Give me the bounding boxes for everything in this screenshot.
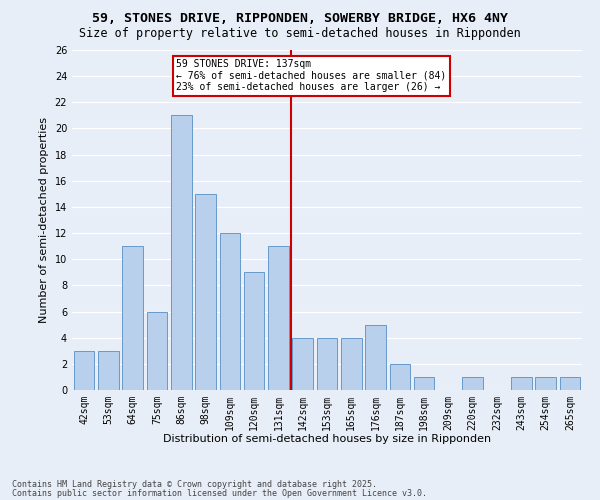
Bar	[244, 272, 265, 390]
Text: Contains public sector information licensed under the Open Government Licence v3: Contains public sector information licen…	[12, 488, 427, 498]
Bar	[560, 377, 580, 390]
Bar	[389, 364, 410, 390]
Bar	[317, 338, 337, 390]
Bar	[341, 338, 362, 390]
X-axis label: Distribution of semi-detached houses by size in Ripponden: Distribution of semi-detached houses by …	[163, 434, 491, 444]
Bar	[463, 377, 483, 390]
Bar	[365, 324, 386, 390]
Bar	[511, 377, 532, 390]
Bar	[195, 194, 216, 390]
Bar	[74, 351, 94, 390]
Bar	[292, 338, 313, 390]
Y-axis label: Number of semi-detached properties: Number of semi-detached properties	[39, 117, 49, 323]
Bar	[220, 233, 240, 390]
Bar	[122, 246, 143, 390]
Text: 59 STONES DRIVE: 137sqm
← 76% of semi-detached houses are smaller (84)
23% of se: 59 STONES DRIVE: 137sqm ← 76% of semi-de…	[176, 59, 446, 92]
Bar	[146, 312, 167, 390]
Bar	[414, 377, 434, 390]
Text: 59, STONES DRIVE, RIPPONDEN, SOWERBY BRIDGE, HX6 4NY: 59, STONES DRIVE, RIPPONDEN, SOWERBY BRI…	[92, 12, 508, 26]
Bar	[98, 351, 119, 390]
Bar	[268, 246, 289, 390]
Text: Contains HM Land Registry data © Crown copyright and database right 2025.: Contains HM Land Registry data © Crown c…	[12, 480, 377, 489]
Bar	[171, 116, 191, 390]
Bar	[535, 377, 556, 390]
Text: Size of property relative to semi-detached houses in Ripponden: Size of property relative to semi-detach…	[79, 28, 521, 40]
